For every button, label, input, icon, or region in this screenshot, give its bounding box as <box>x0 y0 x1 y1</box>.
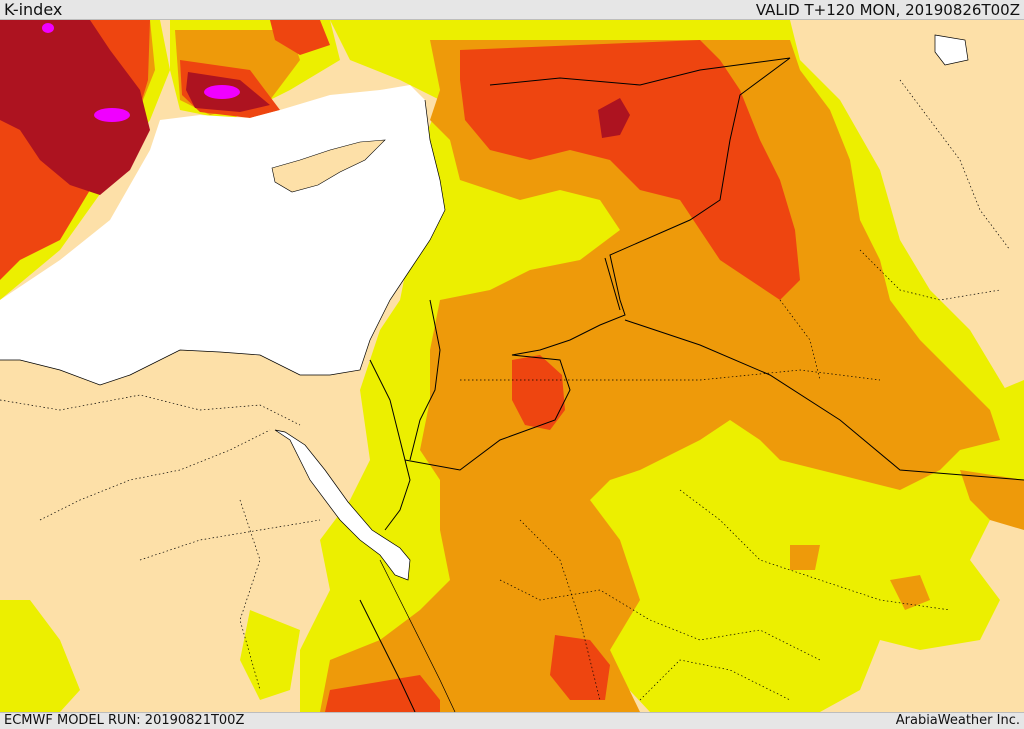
k-level-magenta <box>42 23 240 122</box>
valid-time-label: VALID T+120 MON, 20190826T00Z <box>755 1 1020 19</box>
red-sea-gulf <box>275 430 410 580</box>
lake-north-east <box>935 35 968 65</box>
model-run-label: ECMWF MODEL RUN: 20190821T00Z <box>4 713 245 728</box>
country-borders <box>359 57 1024 712</box>
credit-label: ArabiaWeather Inc. <box>895 713 1020 728</box>
header-bar: K-index VALID T+120 MON, 20190826T00Z <box>0 0 1024 20</box>
k-index-map[interactable] <box>0 20 1024 712</box>
map-title: K-index <box>4 0 63 19</box>
coastlines <box>0 34 969 712</box>
cyprus-island <box>271 139 386 193</box>
province-boundaries <box>0 79 1011 701</box>
footer-bar: ECMWF MODEL RUN: 20190821T00Z ArabiaWeat… <box>0 712 1024 729</box>
